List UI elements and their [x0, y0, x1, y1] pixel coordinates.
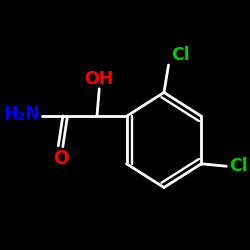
Text: H₂N: H₂N — [3, 105, 40, 123]
Text: Cl: Cl — [229, 157, 248, 175]
Text: Cl: Cl — [171, 46, 190, 64]
Text: OH: OH — [84, 70, 114, 87]
Text: O: O — [53, 149, 68, 168]
